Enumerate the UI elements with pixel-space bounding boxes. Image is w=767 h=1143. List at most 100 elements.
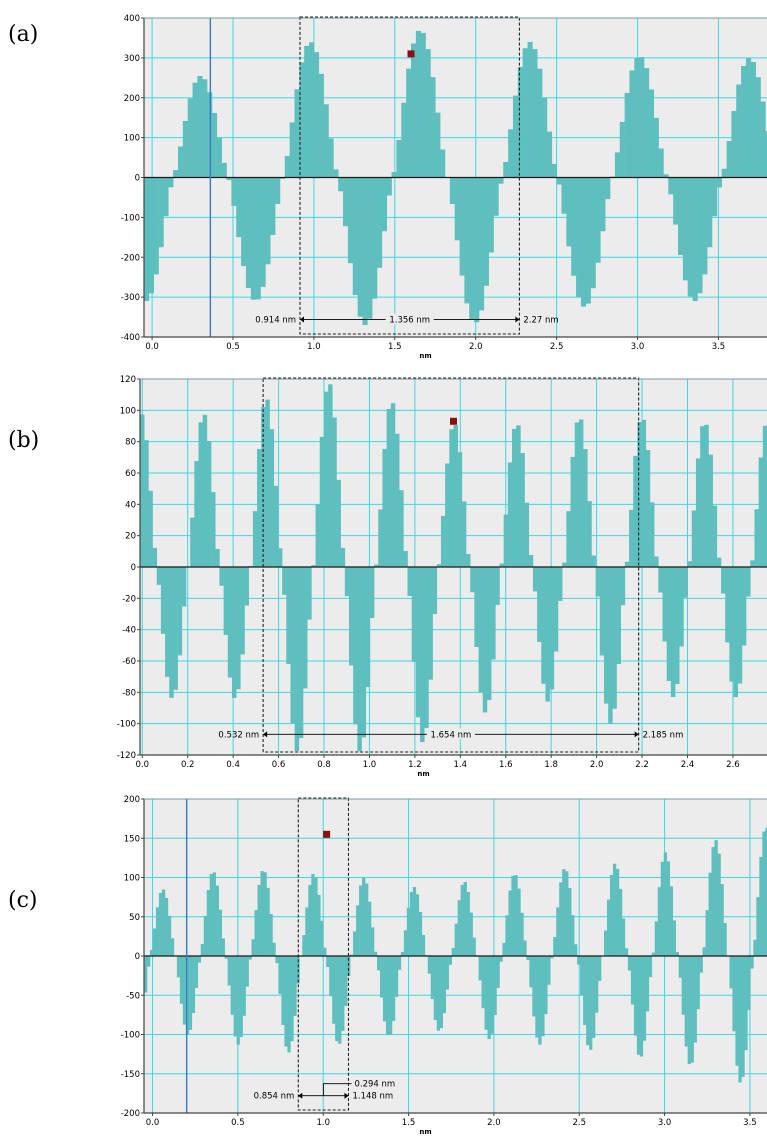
marker-point — [450, 417, 457, 425]
data-bar — [585, 177, 591, 304]
data-bar — [294, 567, 300, 752]
data-bar — [454, 923, 458, 956]
data-bar — [741, 956, 745, 1077]
data-bar — [457, 452, 463, 567]
data-bar — [203, 915, 208, 956]
selection-box — [297, 797, 350, 1111]
data-bar — [725, 567, 730, 643]
data-bar — [144, 440, 149, 567]
measure-end-label: 2.27 nm — [523, 315, 558, 325]
data-bar — [499, 563, 504, 567]
data-bar — [483, 177, 489, 286]
x-axis-label: nm — [419, 1128, 431, 1136]
data-bar — [624, 948, 629, 956]
data-bar — [553, 937, 557, 956]
x-tick-label: 0.6 — [272, 760, 286, 770]
data-bar — [273, 485, 279, 567]
data-bar — [711, 177, 718, 217]
x-tick-label: 0.5 — [226, 342, 240, 352]
data-bar — [553, 567, 559, 652]
data-bar — [397, 956, 402, 970]
data-bar — [491, 567, 496, 660]
x-tick-label: 0.4 — [226, 760, 240, 770]
data-bar — [445, 956, 449, 990]
data-bar — [754, 509, 759, 567]
data-bar — [406, 68, 412, 178]
data-bar — [571, 177, 577, 276]
data-bar — [737, 567, 743, 684]
data-bar — [167, 915, 172, 956]
data-bar — [308, 884, 312, 956]
data-bar — [278, 956, 282, 994]
data-bar — [541, 567, 546, 684]
data-bar — [460, 884, 464, 956]
data-bar — [305, 907, 309, 956]
data-bar — [190, 517, 195, 567]
data-bar — [636, 956, 641, 1055]
data-bar — [478, 956, 482, 981]
data-bar — [712, 505, 718, 567]
data-bar — [672, 920, 676, 956]
data-bar — [568, 888, 572, 956]
data-bar — [362, 877, 366, 956]
data-bar — [182, 956, 187, 1025]
data-bar — [411, 43, 417, 178]
data-bar — [620, 567, 626, 606]
data-bar — [472, 937, 476, 956]
data-bar — [155, 907, 160, 956]
data-bar — [197, 956, 202, 963]
data-bar — [765, 827, 767, 956]
data-bar — [343, 177, 349, 227]
data-bar — [574, 944, 578, 956]
data-bar — [675, 567, 680, 685]
data-bar — [755, 77, 761, 178]
data-bar — [146, 956, 151, 967]
data-bar — [198, 422, 203, 567]
data-bar — [311, 565, 316, 567]
data-bar — [269, 429, 275, 567]
data-bar — [668, 177, 674, 195]
data-bar — [279, 177, 286, 179]
data-bar — [432, 567, 438, 615]
data-bar — [284, 956, 288, 1047]
data-bar — [382, 956, 387, 1022]
data-bar — [236, 567, 241, 690]
data-bar — [194, 956, 199, 988]
data-bar — [386, 177, 392, 196]
data-bar — [741, 567, 747, 646]
data-bar — [401, 102, 407, 178]
data-bar — [616, 567, 621, 665]
data-bar — [362, 177, 368, 326]
data-bar — [245, 956, 249, 987]
data-bar — [529, 956, 533, 988]
data-bar — [347, 956, 351, 977]
data-bar — [412, 886, 417, 956]
data-bar — [526, 956, 530, 961]
data-bar — [223, 567, 229, 635]
y-tick-label: 20 — [125, 532, 136, 542]
data-bar — [265, 399, 270, 567]
data-bar — [326, 956, 330, 967]
x-tick-label: 1.0 — [316, 1118, 330, 1128]
data-bar — [357, 567, 362, 752]
data-bar — [633, 455, 638, 567]
data-bar — [630, 956, 635, 1005]
data-bar — [365, 567, 371, 688]
data-bar — [407, 567, 412, 596]
data-bar — [651, 952, 656, 956]
data-bar — [566, 511, 571, 567]
y-tick-label: 100 — [124, 134, 140, 144]
data-bar — [731, 110, 737, 178]
x-tick-label: 3.0 — [658, 1118, 672, 1128]
data-bar — [741, 65, 747, 178]
data-bar — [746, 567, 751, 597]
data-bar — [657, 887, 662, 956]
data-bar — [484, 956, 488, 1030]
data-bar — [344, 567, 350, 597]
y-tick-label: 150 — [124, 834, 140, 844]
data-bar — [753, 939, 757, 956]
data-bar — [512, 95, 519, 178]
data-bar — [281, 956, 285, 1026]
data-bar — [365, 883, 369, 956]
data-bar — [353, 567, 358, 725]
